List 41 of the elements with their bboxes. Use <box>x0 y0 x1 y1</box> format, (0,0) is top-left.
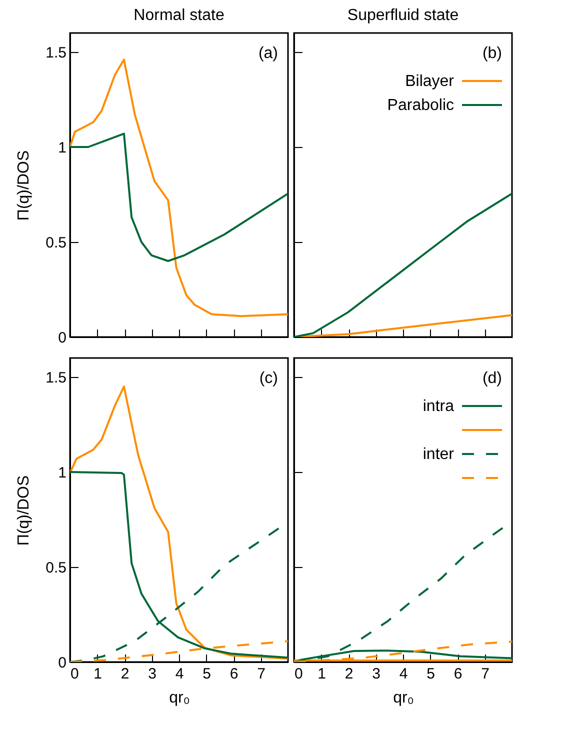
legend-label: intra <box>422 398 454 415</box>
legend-label: Parabolic <box>387 97 454 114</box>
x-tick-label: 2 <box>120 666 130 682</box>
y-tick-label: 1.5 <box>46 44 66 62</box>
y-tick-label: 0 <box>58 654 66 672</box>
x-tick-label: 3 <box>372 666 380 682</box>
x-tick-label: 6 <box>230 666 238 682</box>
annotation: (c) <box>259 370 278 387</box>
y-axis-title: Π(q)/DOS <box>16 475 33 546</box>
y-tick-label: 1.5 <box>46 370 66 386</box>
y-tick-label: 0.5 <box>46 560 66 576</box>
x-axis-title: qr₀ <box>393 690 414 706</box>
y-tick-label: 0 <box>58 330 66 346</box>
x-tick-label: 4 <box>399 666 408 682</box>
x-tick-label: 2 <box>344 666 354 682</box>
line-series <box>70 132 288 262</box>
annotation: (a) <box>258 45 278 62</box>
legend-label: Bilayer <box>405 73 455 90</box>
line-series <box>70 386 288 660</box>
x-tick-label: 7 <box>257 666 266 682</box>
y-tick-label: 1 <box>58 464 66 482</box>
x-tick-label: 5 <box>202 666 211 682</box>
x-tick-label: 0 <box>294 666 303 682</box>
legend-label: inter <box>422 446 455 463</box>
x-tick-label: 1 <box>94 666 102 682</box>
x-tick-label: 3 <box>148 666 156 682</box>
chart-title: Superfluid state <box>347 7 459 24</box>
y-tick-label: 1 <box>58 140 66 156</box>
chart-title: Normal state <box>134 7 224 24</box>
x-tick-label: 1 <box>318 666 326 682</box>
x-tick-label: 5 <box>426 666 435 682</box>
annotation: (d) <box>482 370 502 387</box>
x-axis-title: qr₀ <box>169 690 190 706</box>
annotation: (b) <box>482 45 502 62</box>
x-tick-label: 6 <box>454 666 462 682</box>
line-series <box>70 471 288 659</box>
x-tick-label: 0 <box>70 666 79 682</box>
x-tick-label: 4 <box>175 666 184 682</box>
y-tick-label: 0.5 <box>46 234 66 252</box>
y-axis-title: Π(q)/DOS <box>16 150 33 221</box>
x-tick-label: 7 <box>481 666 490 682</box>
